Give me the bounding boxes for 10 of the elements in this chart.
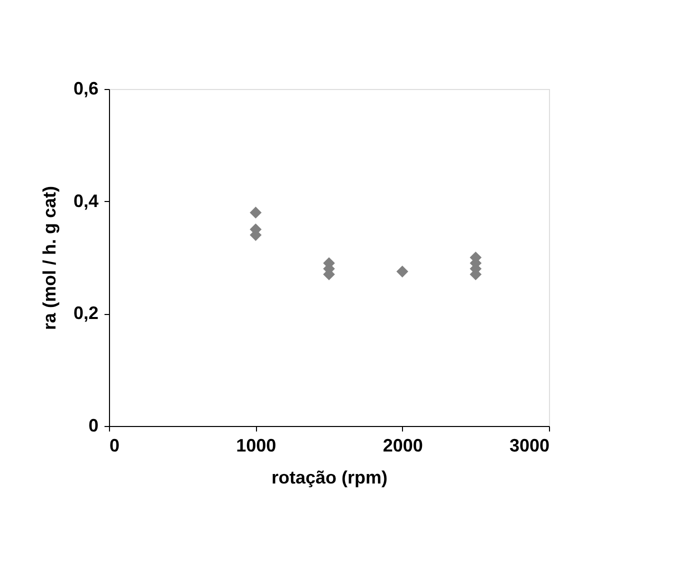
y-tick-label: 0,2 [73, 303, 98, 324]
y-tick-label: 0 [88, 416, 98, 436]
x-axis-title: rotação (rpm) [271, 468, 388, 488]
x-tick-label: 2000 [382, 436, 423, 456]
y-axis-title: ra (mol / h. g cat) [39, 186, 60, 330]
x-tick-label: 1000 [236, 436, 276, 456]
x-tick-label: 0 [110, 436, 120, 456]
y-tick-label: 0,4 [73, 190, 98, 211]
y-tick-label: 0,6 [73, 78, 98, 98]
x-tick-label: 3000 [509, 436, 550, 456]
